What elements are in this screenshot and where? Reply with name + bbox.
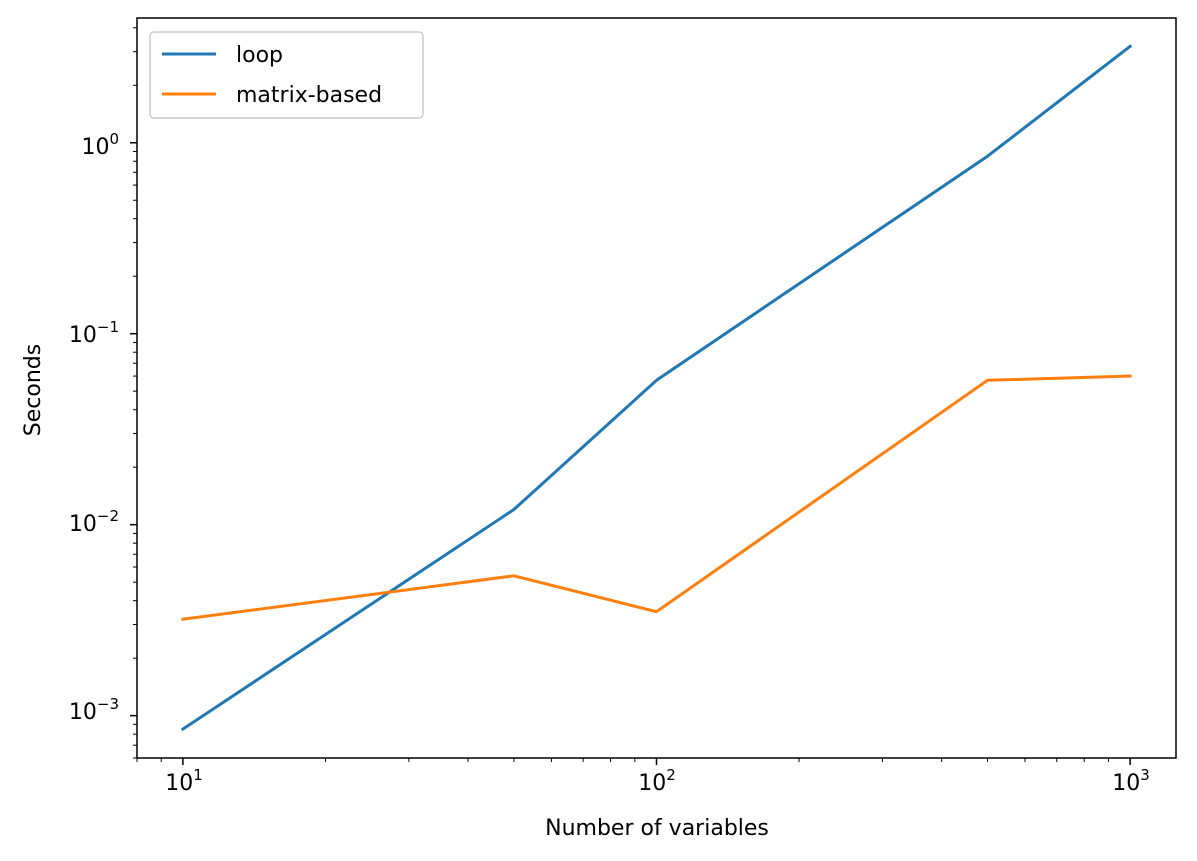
series-line-matrix-based [181,374,1132,621]
major-ticks [130,141,1131,765]
plot-background [137,18,1176,758]
legend-label-loop: loop [236,43,283,68]
y-tick-labels: 10−3 10−2 10−1 100 [69,130,119,725]
plot-frame [136,17,1177,759]
y-axis-label: Seconds [21,344,46,436]
x-axis-label: Number of variables [545,816,769,841]
legend-box [149,31,424,119]
legend-label-matrix-based: matrix-based [236,83,382,108]
x-tick-label: 102 [638,766,676,796]
y-tick-label: 100 [81,130,119,160]
y-tick-label: 10−2 [69,507,119,537]
y-tick-label: 10−1 [69,318,119,348]
x-tick-label: 101 [165,766,203,796]
legend: loop matrix-based [149,31,424,119]
x-tick-labels: 101 102 103 [165,766,1150,796]
x-tick-label: 103 [1112,766,1150,796]
y-tick-label: 10−3 [69,695,119,725]
series-layer [180,44,1133,732]
series-line-loop [180,44,1133,732]
